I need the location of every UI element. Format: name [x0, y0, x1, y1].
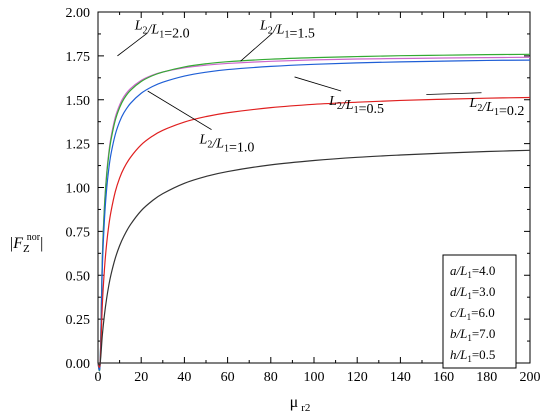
y-tick-label: 0.50	[66, 269, 91, 284]
annotation-label: L2/L1=1.5	[259, 19, 315, 42]
parameter-text: d/L1=3.0	[450, 284, 495, 301]
series-line	[97, 59, 531, 371]
x-tick-label: 40	[177, 370, 191, 385]
series-lines	[97, 53, 531, 372]
svg-text:μr2: μ r2	[290, 394, 311, 414]
y-tick-label: 0.75	[66, 225, 91, 240]
y-tick-label: 2.00	[66, 6, 91, 21]
annotation-labels: L2/L1=2.0 L2/L1=1.5 L2/L1=1.0 L2/L1=0.5 L2/L…	[134, 19, 525, 156]
x-axis-title: μ r2	[290, 394, 311, 414]
annotation-leader	[240, 33, 273, 62]
x-tick-label: 140	[390, 370, 411, 385]
y-tick-label: 1.00	[66, 182, 91, 197]
y-axis-title: |FZnor|	[10, 232, 43, 255]
y-tick-label: 0.00	[66, 357, 91, 372]
x-tick-labels: 0 20 40 60 80 100 120 140 160 180 200	[95, 370, 541, 385]
series-line	[97, 149, 531, 366]
parameter-text: b/L1=7.0	[450, 326, 495, 343]
y-tick-label: 1.75	[66, 50, 91, 65]
series-line	[97, 53, 531, 372]
x-tick-label: 100	[304, 370, 325, 385]
y-tick-label: 0.25	[66, 313, 91, 328]
annotation-label: L2/L1=0.5	[328, 94, 384, 117]
x-tick-label: 120	[347, 370, 368, 385]
x-tick-label: 0	[95, 370, 102, 385]
y-tick-label: 1.50	[66, 94, 91, 109]
annotation-leader	[117, 33, 147, 57]
annotation-leader	[426, 92, 482, 95]
series-line	[97, 96, 531, 368]
svg-text:|FZnor|: |FZnor|	[10, 232, 43, 255]
x-tick-label: 160	[433, 370, 454, 385]
parameter-text: a/L1=4.0	[450, 263, 495, 280]
annotation-label: L2/L1=0.2	[469, 96, 525, 119]
annotation-leaders	[117, 33, 482, 130]
annotation-label: L2/L1=2.0	[134, 19, 190, 42]
y-tick-labels: 0.00 0.25 0.50 0.75 1.00 1.25 1.50 1.75 2.00	[66, 6, 91, 372]
annotation-leader	[294, 76, 342, 92]
x-tick-label: 180	[476, 370, 497, 385]
x-tick-label: 80	[264, 370, 278, 385]
parameter-lines: a/L1=4.0 d/L1=3.0 c/L1=6.0 b/L1=7.0 h/L1=0.5	[450, 263, 495, 364]
parameter-box: a/L1=4.0 d/L1=3.0 c/L1=6.0 b/L1=7.0 h/L1=0.5	[442, 254, 517, 369]
annotation-leader	[147, 90, 212, 130]
y-tick-label: 1.25	[66, 138, 91, 153]
x-tick-label: 60	[221, 370, 235, 385]
x-tick-label: 200	[520, 370, 541, 385]
parameter-text: c/L1=6.0	[450, 305, 495, 322]
annotation-label: L2/L1=1.0	[199, 133, 255, 156]
parameter-text: h/L1=0.5	[450, 347, 495, 364]
x-tick-label: 20	[134, 370, 148, 385]
